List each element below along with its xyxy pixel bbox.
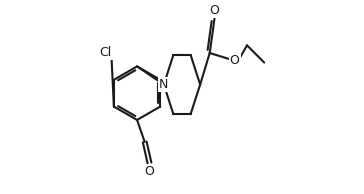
Text: Cl: Cl [99, 46, 112, 59]
Text: N: N [159, 78, 169, 91]
Text: O: O [145, 165, 154, 178]
Text: O: O [210, 4, 219, 17]
Text: O: O [230, 54, 240, 67]
